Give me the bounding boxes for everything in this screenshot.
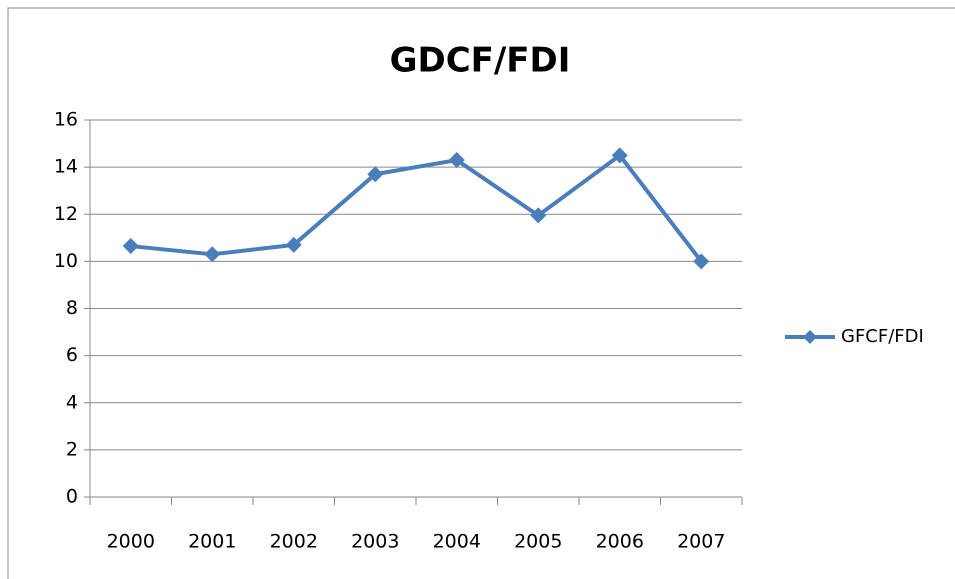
y-tick-label: 10 [54,250,78,272]
data-point [448,152,465,169]
data-line [130,153,703,263]
data-point [122,238,139,255]
data-point [204,246,221,263]
x-tick-label: 2003 [351,531,399,553]
y-tick-label: 6 [66,344,78,366]
data-point [693,253,710,270]
y-tick-label: 0 [66,486,78,508]
y-tick-label: 8 [66,297,78,319]
x-tick-label: 2002 [270,531,318,553]
y-tick-label: 16 [54,109,78,131]
data-point [367,166,384,183]
data-point [530,207,547,224]
x-tick-label: 2007 [677,531,725,553]
data-point [285,236,302,253]
x-tick-label: 2006 [596,531,644,553]
y-tick-label: 12 [54,203,78,225]
y-tick-label: 4 [66,391,78,413]
chart-frame [7,7,955,579]
y-tick-label: 2 [66,438,78,460]
x-tick-label: 2005 [514,531,562,553]
chart-title: GDCF/FDI [390,41,571,81]
x-tick-label: 2004 [433,531,481,553]
legend-label: GFCF/FDI [841,326,924,347]
y-tick-label: 14 [54,156,78,178]
legend-marker [803,330,817,344]
x-tick-label: 2001 [188,531,236,553]
data-point [611,147,628,164]
x-tick-label: 2000 [107,531,155,553]
